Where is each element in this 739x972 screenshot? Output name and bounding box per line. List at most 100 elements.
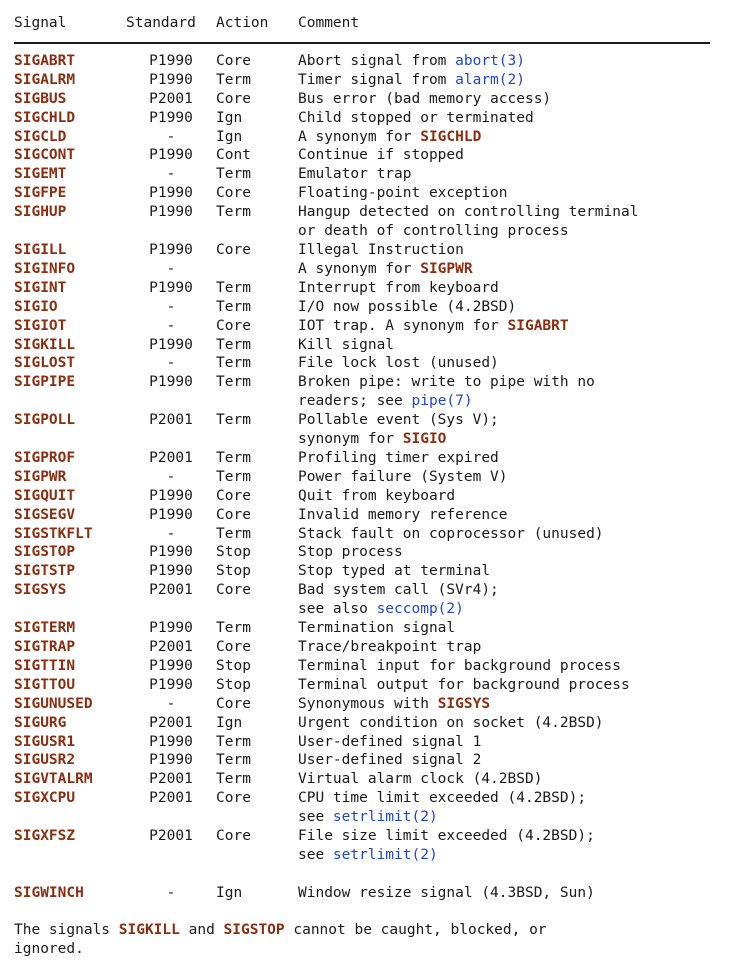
signal-name-cell: SIGINFO [14,260,76,277]
standard-cell: P2001 [149,582,193,599]
comment-cell: File lock lost (unused) [298,354,726,373]
comment-cell: Power failure (System V) [298,468,726,487]
text-run: File size limit exceeded (4.2BSD); see [298,828,595,863]
text-run: Stop typed at terminal [298,563,491,580]
table-row: SIGURG P2001 Ign Urgent condition on socket… [14,714,726,733]
man-page-link[interactable]: seccomp(2) [376,601,464,618]
table-row: SIGUSR2 P1990 Term User-defined signal 2 [14,751,726,770]
comment-cell: Stop process [298,543,726,562]
text-run: Synonymous with [298,695,438,712]
table-row: SIGPROF P2001 Term Profiling timer expired [14,449,726,468]
table-row: SIGSTOP P1990 Stop Stop process [14,543,726,562]
horizontal-rule [14,41,710,44]
signal-name-cell: SIGLOST [14,355,76,372]
table-row: SIGPWR - Term Power failure (System V) [14,468,726,487]
inline-signal-name: SIGPWR [420,260,473,277]
table-row: SIGABRT P1990 Core Abort signal from abort(… [14,52,726,71]
table-row: SIGUNUSED - Core Synonymous with SIGSYS [14,695,726,714]
comment-cell: Kill signal [298,336,726,355]
signal-table-body: SIGABRT P1990 Core Abort signal from abort(… [14,52,726,903]
man-page-link[interactable]: abort(3) [455,52,525,69]
comment-cell: User-defined signal 1 [298,733,726,752]
comment-cell: Stack fault on coprocessor (unused) [298,525,726,544]
action-cell: Core [216,185,251,202]
standard-cell: - [166,695,176,712]
man-page-link[interactable]: setrlimit(2) [332,846,438,863]
comment-cell: Trace/breakpoint trap [298,638,726,657]
comment-cell: Virtual alarm clock (4.2BSD) [298,770,726,789]
inline-signal-name: SIGSYS [437,695,491,712]
standard-cell: P1990 [149,752,193,769]
signal-name-cell: SIGSEGV [14,506,76,523]
table-row: SIGPOLL P2001 Term Pollable event (Sys V); … [14,411,726,449]
comment-cell: Termination signal [298,619,726,638]
comment-cell: Bus error (bad memory access) [298,90,726,109]
standard-cell: P1990 [149,374,193,391]
signal-name-cell: SIGSYS [14,582,67,599]
comment-cell: Broken pipe: write to pipe with no reade… [298,373,726,411]
standard-cell: P1990 [149,506,193,523]
table-spacer-row [14,865,726,884]
action-cell: Core [216,90,251,107]
action-cell: Term [216,449,251,466]
comment-cell: Synonymous with SIGSYS [298,695,726,714]
text-run: File lock lost (unused) [298,355,499,372]
signal-name-cell: SIGALRM [14,71,76,88]
action-cell: Stop [216,676,251,693]
table-row: SIGINT P1990 Term Interrupt from keyboard [14,279,726,298]
signal-name-cell: SIGXFSZ [14,828,76,845]
man-page-link[interactable]: pipe(7) [411,393,473,410]
table-row: SIGCONT P1990 Cont Continue if stopped [14,146,726,165]
standard-cell: P1990 [149,563,193,580]
header-rule-cell [14,41,726,44]
standard-cell: - [166,525,176,542]
comment-cell: Abort signal from abort(3) [298,52,726,71]
table-row: SIGALRM P1990 Term Timer signal from alarm(… [14,71,726,90]
comment-cell: File size limit exceeded (4.2BSD); see s… [298,827,726,865]
signal-table: Signal Standard Action Comment SIGABRT P1… [14,14,726,903]
action-cell: Core [216,317,251,334]
action-cell: Term [216,279,251,296]
comment-cell: CPU time limit exceeded (4.2BSD); see se… [298,789,726,827]
action-cell: Term [216,733,251,750]
table-row: SIGQUIT P1990 Core Quit from keyboard [14,487,726,506]
comment-cell: Child stopped or terminated [298,109,726,128]
column-header-standard: Standard [126,15,196,31]
action-cell: Stop [216,657,251,674]
action-cell: Stop [216,544,251,561]
signal-name-cell: SIGSTOP [14,544,76,561]
standard-cell: P2001 [149,828,193,845]
text-run: Urgent condition on socket (4.2BSD) [298,714,604,731]
signal-name-cell: SIGIOT [14,317,67,334]
text-run: A synonym for [298,260,421,277]
action-cell: Term [216,525,251,542]
table-row: SIGWINCH - Ign Window resize signal (4.3BSD… [14,884,726,903]
text-run: User-defined signal 1 [298,733,482,750]
inline-signal-name: SIGSTOP [223,921,285,938]
comment-cell: IOT trap. A synonym for SIGABRT [298,317,726,336]
comment-cell: Bad system call (SVr4); see also seccomp… [298,581,726,619]
standard-cell: - [166,468,176,485]
comment-cell: Floating-point exception [298,184,726,203]
footnote-text: The signals SIGKILL and SIGSTOP cannot b… [14,921,714,959]
signal-name-cell: SIGABRT [14,52,76,69]
man-page-link[interactable]: alarm(2) [455,71,525,88]
signal-name-cell: SIGTTOU [14,676,76,693]
signal-name-cell: SIGIO [14,298,58,315]
action-cell: Core [216,695,251,712]
signal-name-cell: SIGBUS [14,90,67,107]
action-cell: Core [216,639,251,655]
text-run: Terminal input for background process [298,657,622,674]
table-row: SIGXFSZ P2001 Core File size limit exceeded… [14,827,726,865]
signal-name-cell: SIGILL [14,241,67,258]
inline-signal-name: SIGKILL [118,921,180,938]
text-run: Pollable event (Sys V); synonym for [298,412,499,448]
signal-name-cell: SIGVTALRM [14,771,93,788]
signal-table-head: Signal Standard Action Comment [14,14,726,52]
standard-cell: P1990 [149,544,193,561]
table-row: SIGILL P1990 Core Illegal Instruction [14,241,726,260]
table-row: SIGIOT - Core IOT trap. A synonym for SIGAB… [14,317,726,336]
standard-cell: P2001 [149,412,193,429]
table-row: SIGBUS P2001 Core Bus error (bad memory acc… [14,90,726,109]
man-page-link[interactable]: setrlimit(2) [332,809,438,826]
